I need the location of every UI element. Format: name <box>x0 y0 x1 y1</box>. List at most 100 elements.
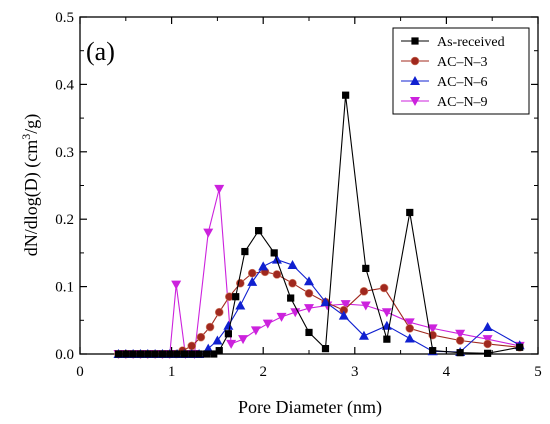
data-point <box>250 326 261 336</box>
series-triangle-down <box>113 184 525 359</box>
x-tick-label: 0 <box>76 364 84 380</box>
data-point <box>173 350 181 358</box>
series-line <box>118 95 520 355</box>
data-point <box>406 208 414 217</box>
data-point <box>151 350 159 358</box>
data-point <box>288 278 297 288</box>
data-point <box>238 335 249 345</box>
legend-marker <box>410 76 420 85</box>
data-point <box>276 312 287 322</box>
data-point <box>516 343 524 351</box>
data-point <box>427 324 438 334</box>
x-tick-label: 1 <box>168 364 176 380</box>
data-point <box>171 280 182 290</box>
data-point <box>482 322 493 332</box>
y-axis-title-end: /g) <box>21 114 42 134</box>
data-point <box>287 294 295 302</box>
data-point <box>226 339 237 349</box>
x-axis-title: Pore Diameter (nm) <box>238 397 382 418</box>
legend-label: AC–N–3 <box>437 55 488 70</box>
series-layer <box>113 91 525 359</box>
data-point <box>456 349 464 357</box>
data-point <box>136 350 145 358</box>
data-point <box>241 247 249 256</box>
data-point <box>212 335 223 345</box>
data-point <box>304 289 314 298</box>
data-point <box>362 264 370 273</box>
y-tick-label: 0.0 <box>55 347 74 363</box>
data-point <box>272 270 282 279</box>
y-tick-label: 0.1 <box>55 280 74 296</box>
data-point <box>379 283 389 293</box>
data-point <box>338 310 349 320</box>
data-point <box>320 297 331 307</box>
data-point <box>429 347 437 355</box>
data-point <box>187 341 197 351</box>
data-point <box>383 335 391 343</box>
data-point <box>129 350 137 358</box>
data-point <box>404 333 415 343</box>
data-point <box>224 330 232 338</box>
y-tick-label: 0.2 <box>55 212 74 228</box>
y-tick-label: 0.5 <box>55 10 74 26</box>
data-point <box>166 350 174 358</box>
data-point <box>195 350 203 358</box>
data-point <box>381 308 392 318</box>
data-point <box>405 324 415 333</box>
data-point <box>404 318 415 328</box>
y-tick-label: 0.3 <box>55 145 74 161</box>
data-point <box>144 350 152 358</box>
data-point <box>270 249 278 257</box>
legend-marker <box>410 97 420 106</box>
axis-ticks: 0 1 2 3 4 5 0.0 0.1 0.2 0.3 0.4 0.5 <box>55 10 542 380</box>
data-point <box>158 350 167 358</box>
panel-label: (a) <box>86 37 115 66</box>
data-point <box>225 292 234 302</box>
data-point <box>455 336 465 345</box>
data-point <box>215 347 223 355</box>
legend-label: AC–N–9 <box>437 95 488 110</box>
data-point <box>262 319 273 329</box>
data-point <box>255 227 263 235</box>
y-axis-title-superscript: 3 <box>19 134 33 140</box>
data-point <box>258 261 269 271</box>
data-point <box>304 304 314 314</box>
data-point <box>247 268 257 278</box>
y-axis-title: dN/dlog(D) (cm3/g) <box>19 114 42 256</box>
legend: As-received AC–N–3 AC–N–6 AC–N–9 <box>392 27 530 115</box>
data-point <box>205 322 215 332</box>
legend-marker <box>410 56 420 66</box>
series-line <box>118 188 520 355</box>
data-point <box>321 345 330 353</box>
data-point <box>203 343 214 353</box>
x-tick-label: 2 <box>259 364 267 380</box>
x-tick-label: 3 <box>351 364 359 380</box>
data-point <box>180 350 189 358</box>
data-point <box>484 349 492 357</box>
x-tick-label: 5 <box>534 364 542 380</box>
data-point <box>203 228 214 238</box>
data-point <box>235 300 246 310</box>
data-point <box>455 329 466 339</box>
data-point <box>483 339 492 349</box>
data-point <box>202 350 211 358</box>
data-point <box>359 287 369 296</box>
data-point <box>305 328 313 337</box>
data-point <box>214 307 224 317</box>
data-point <box>358 330 369 340</box>
data-point <box>188 350 196 358</box>
data-point <box>223 320 234 330</box>
x-tick-label: 4 <box>443 364 451 380</box>
data-point <box>232 293 240 301</box>
data-point <box>114 350 123 358</box>
data-point <box>210 350 218 358</box>
data-point <box>247 276 258 286</box>
data-point <box>287 260 298 270</box>
data-point <box>304 276 314 286</box>
data-point <box>214 184 225 194</box>
data-point <box>360 301 371 311</box>
data-point <box>340 300 351 310</box>
series-square <box>114 91 524 358</box>
legend-marker <box>411 37 419 45</box>
